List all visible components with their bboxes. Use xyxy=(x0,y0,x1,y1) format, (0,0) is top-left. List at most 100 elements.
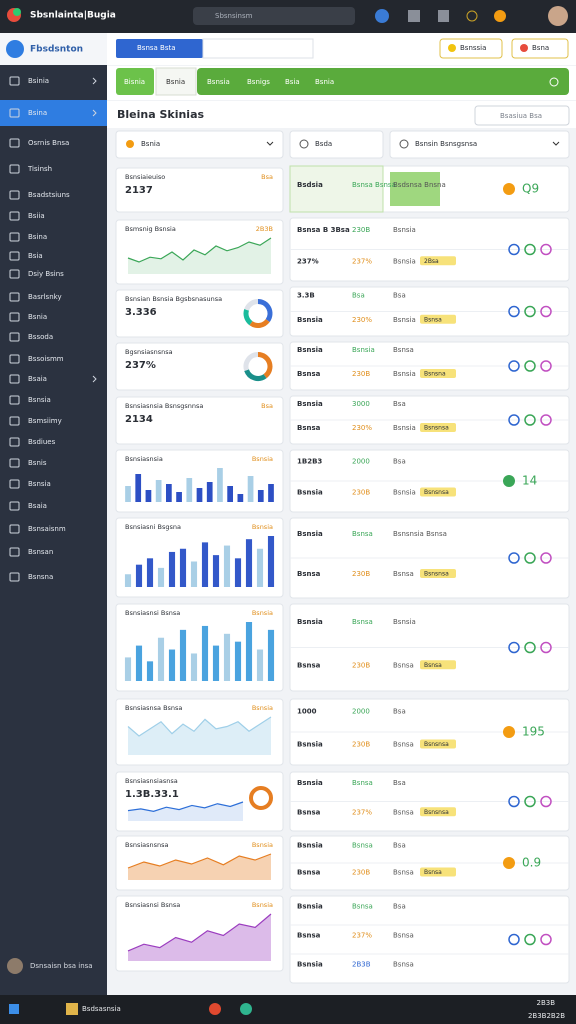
filter-dropdown[interactable] xyxy=(389,130,570,159)
primary-button[interactable] xyxy=(116,39,203,58)
tab-label: Bsia xyxy=(285,78,300,86)
menu-item[interactable]: Bsnis xyxy=(28,459,47,467)
menu-item[interactable]: Bsnia xyxy=(28,313,47,321)
card-note: Bsnsia xyxy=(252,609,273,617)
card-value: 2134 xyxy=(125,414,153,425)
action-icon[interactable] xyxy=(508,552,520,564)
action-icon[interactable] xyxy=(524,305,536,318)
menu-item[interactable]: Bsmsiimy xyxy=(28,417,62,425)
menu-item[interactable]: Bssoda xyxy=(28,333,53,341)
menu-item[interactable]: Bsaia xyxy=(28,375,47,383)
row-label: Bsnsia xyxy=(297,316,323,324)
menu-item[interactable]: Bsia xyxy=(28,252,43,260)
action-icon[interactable] xyxy=(524,360,536,372)
bar xyxy=(217,468,223,502)
toolbar-input[interactable] xyxy=(202,38,314,59)
menu-icon xyxy=(9,374,20,384)
menu-icon xyxy=(9,524,20,534)
action-icon[interactable] xyxy=(524,552,536,564)
taskbar-icon[interactable] xyxy=(209,1003,221,1015)
menu-item[interactable]: Bsaia xyxy=(28,502,47,510)
card-note: 2B3B xyxy=(256,225,273,233)
action-icon[interactable] xyxy=(540,414,552,426)
action-icon[interactable] xyxy=(540,641,552,654)
menu-item[interactable]: Tisinsh xyxy=(27,165,52,173)
row-text: Bsnsia xyxy=(393,226,416,234)
bar xyxy=(245,622,253,681)
big-figure: 195 xyxy=(522,725,545,739)
menu-item[interactable]: Bsnsaisnm xyxy=(28,525,66,533)
filter-label: Bsda xyxy=(315,140,332,148)
tab[interactable] xyxy=(155,67,197,96)
menu-icon xyxy=(9,547,20,557)
taskbar-icon[interactable] xyxy=(240,1003,252,1015)
action-icon[interactable] xyxy=(540,305,552,318)
action-icon[interactable] xyxy=(508,305,520,318)
card-title: Bsnsiasnsiasnsa xyxy=(125,777,178,785)
bar xyxy=(267,629,275,681)
icon[interactable] xyxy=(494,10,506,22)
action-icon[interactable] xyxy=(508,641,520,654)
menu-item[interactable]: Bsnsia xyxy=(28,480,51,488)
action-icon[interactable] xyxy=(524,795,536,808)
icon[interactable] xyxy=(408,10,420,22)
menu-item[interactable]: Bsina xyxy=(28,109,47,117)
action-icon[interactable] xyxy=(524,641,536,654)
menu-item[interactable]: Bsdiues xyxy=(28,438,56,446)
menu-item[interactable]: Bsadstsiuns xyxy=(28,191,70,199)
action-icon[interactable] xyxy=(508,243,520,256)
row-number: Bsnsa xyxy=(352,618,373,626)
search-box[interactable] xyxy=(193,7,355,25)
action-icon[interactable] xyxy=(508,414,520,426)
donut-segment xyxy=(243,352,259,371)
action-icon[interactable] xyxy=(508,360,520,372)
filter-dropdown[interactable] xyxy=(115,130,284,159)
action-icon[interactable] xyxy=(508,795,520,808)
action-icon[interactable] xyxy=(540,243,552,256)
row-tag-label: Bsnsnsa xyxy=(424,741,449,748)
bar xyxy=(146,558,154,587)
menu-item[interactable]: Bsinia xyxy=(28,77,49,85)
toolbar-button[interactable] xyxy=(511,38,569,59)
status-icon xyxy=(503,183,515,195)
action-icon[interactable] xyxy=(524,243,536,256)
action-icon[interactable] xyxy=(540,933,552,946)
taskbar-icon[interactable] xyxy=(66,1003,78,1015)
menu-item[interactable]: Bsiia xyxy=(28,212,45,220)
bar xyxy=(256,649,264,681)
filter-dropdown[interactable] xyxy=(289,130,384,159)
menu-item[interactable]: Osrnis Bnsa xyxy=(28,139,69,147)
icon[interactable] xyxy=(438,10,449,22)
row-text: Bsnsia xyxy=(393,424,416,432)
start-button[interactable] xyxy=(9,1004,19,1014)
menu-item[interactable]: Dsiy Bsins xyxy=(28,270,64,278)
icon[interactable] xyxy=(466,10,478,22)
brand-name: Fbsdsnton xyxy=(30,45,83,55)
bar xyxy=(146,661,154,681)
menu-icon xyxy=(9,190,20,200)
menu-item[interactable]: Bsnsna xyxy=(28,573,53,581)
tab-active[interactable] xyxy=(116,68,154,95)
menu-icon xyxy=(9,572,20,582)
menu-icon xyxy=(9,416,20,426)
filter-icon xyxy=(126,140,134,148)
icon[interactable] xyxy=(375,9,389,23)
action-icon[interactable] xyxy=(508,933,520,946)
tabs-action[interactable] xyxy=(549,77,559,87)
action-icon[interactable] xyxy=(524,933,536,946)
avatar[interactable] xyxy=(548,6,568,26)
action-icon[interactable] xyxy=(524,414,536,426)
toolbar-button[interactable] xyxy=(439,38,503,59)
menu-item[interactable]: Basrlsnky xyxy=(28,293,62,301)
heading-search[interactable] xyxy=(474,105,570,126)
menu-item[interactable]: Bsnsan xyxy=(28,548,53,556)
chevron xyxy=(92,109,97,117)
filter-icon xyxy=(399,139,409,149)
action-icon[interactable] xyxy=(540,552,552,564)
action-icon[interactable] xyxy=(540,795,552,808)
menu-item[interactable]: Bsnsia xyxy=(28,396,51,404)
card xyxy=(115,342,284,391)
menu-item[interactable]: Bsina xyxy=(28,233,47,241)
action-icon[interactable] xyxy=(540,360,552,372)
menu-item[interactable]: Bssoismm xyxy=(28,355,64,363)
